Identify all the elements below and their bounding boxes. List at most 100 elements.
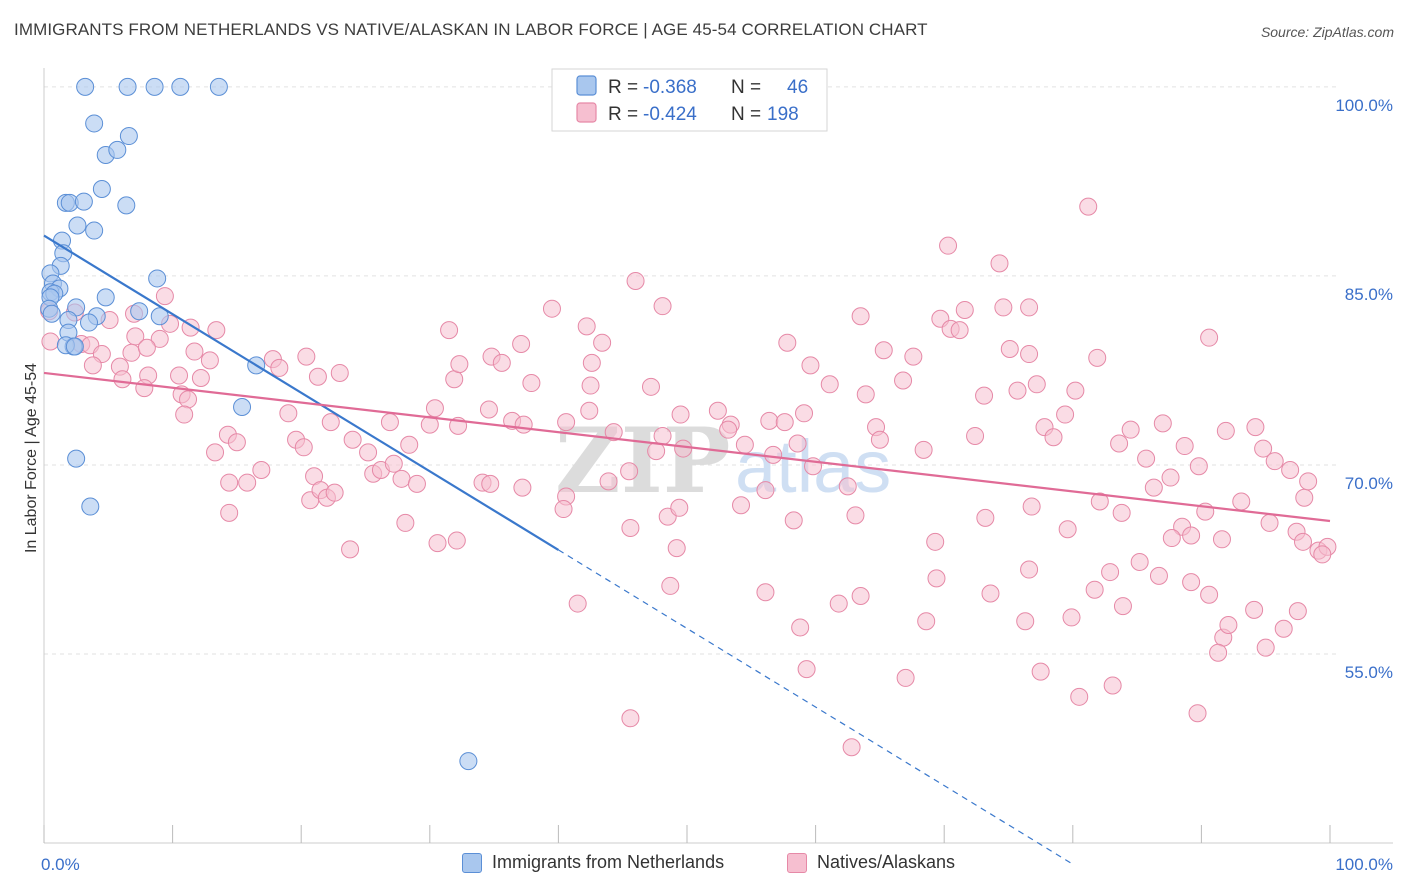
legend-n-label: N = xyxy=(731,104,761,125)
natives-alaskans-point xyxy=(1085,580,1104,599)
netherlands-point xyxy=(119,127,138,146)
natives-alaskans-point xyxy=(1066,381,1085,400)
natives-alaskans-point xyxy=(1219,615,1238,634)
natives-alaskans-point xyxy=(220,473,239,492)
natives-alaskans-point xyxy=(581,376,600,395)
natives-alaskans-point xyxy=(756,481,775,500)
natives-alaskans-point xyxy=(554,500,573,519)
natives-alaskans-point xyxy=(1256,638,1275,657)
natives-alaskans-point xyxy=(1182,573,1201,592)
natives-alaskans-point xyxy=(185,342,204,361)
natives-alaskans-point xyxy=(874,341,893,360)
natives-alaskans-point xyxy=(620,462,639,481)
natives-alaskans-point xyxy=(732,496,751,515)
natives-alaskans-point xyxy=(829,594,848,613)
natives-alaskans-point xyxy=(870,430,889,449)
natives-alaskans-point xyxy=(481,474,500,493)
netherlands-point xyxy=(92,179,111,198)
natives-alaskans-point xyxy=(1200,585,1219,604)
natives-alaskans-point xyxy=(674,439,693,458)
natives-alaskans-point xyxy=(661,576,680,595)
natives-alaskans-point xyxy=(191,369,210,387)
natives-alaskans-point xyxy=(392,469,411,488)
natives-alaskans-point xyxy=(653,297,672,316)
natives-alaskans-point xyxy=(425,399,444,418)
natives-alaskans-point xyxy=(206,443,225,462)
natives-alaskans-point xyxy=(297,347,316,366)
natives-alaskans-point xyxy=(1090,492,1109,511)
natives-alaskans-point xyxy=(671,405,690,424)
netherlands-points xyxy=(40,77,478,771)
netherlands-point xyxy=(65,337,84,356)
netherlands-point xyxy=(68,216,87,235)
natives-alaskans-point xyxy=(896,668,915,687)
netherlands-point xyxy=(74,192,93,211)
legend-swatch-natives xyxy=(787,852,807,873)
natives-alaskans-point xyxy=(1274,619,1293,638)
legend-label-netherlands: Immigrants from Netherlands xyxy=(492,852,725,872)
natives-alaskans-point xyxy=(788,434,807,453)
natives-alaskans-trend-line xyxy=(43,371,1331,523)
natives-alaskans-point xyxy=(760,411,779,430)
natives-alaskans-point xyxy=(359,443,378,462)
natives-alaskans-point xyxy=(170,366,189,385)
legend-item-natives: Natives/Alaskans xyxy=(787,852,955,873)
natives-alaskans-point xyxy=(492,353,511,372)
x-tick-label: 0.0% xyxy=(41,855,80,874)
y-tick-label: 55.0% xyxy=(1345,663,1393,682)
natives-alaskans-point xyxy=(238,473,257,492)
natives-alaskans-point xyxy=(1112,503,1131,522)
natives-alaskans-point xyxy=(1137,449,1156,468)
natives-alaskans-point xyxy=(1216,421,1235,440)
natives-alaskans-point xyxy=(795,404,814,423)
natives-alaskans-point xyxy=(1027,375,1046,394)
netherlands-point xyxy=(96,288,115,307)
natives-alaskans-point xyxy=(976,508,995,527)
natives-alaskans-point xyxy=(321,413,340,432)
natives-alaskans-point xyxy=(407,474,426,493)
netherlands-point xyxy=(117,196,136,215)
natives-alaskans-point xyxy=(1200,328,1219,347)
natives-alaskans-point xyxy=(842,738,861,757)
natives-alaskans-point xyxy=(1101,563,1120,582)
natives-alaskans-point xyxy=(1000,340,1019,359)
legend-r-label: R = xyxy=(608,77,638,98)
natives-alaskans-point xyxy=(1281,460,1300,479)
natives-alaskans-point xyxy=(838,477,857,496)
natives-alaskans-point xyxy=(1254,439,1273,458)
netherlands-trend-line xyxy=(43,234,559,551)
natives-alaskans-point xyxy=(325,483,344,502)
natives-alaskans-point xyxy=(1293,532,1312,551)
natives-alaskans-point xyxy=(577,317,596,336)
natives-alaskans-point xyxy=(479,400,498,419)
natives-alaskans-point xyxy=(1232,492,1251,511)
natives-alaskans-point xyxy=(950,321,969,340)
natives-alaskans-point xyxy=(1020,560,1039,579)
natives-alaskans-point xyxy=(653,426,672,445)
watermark-zip: ZIP xyxy=(555,408,730,514)
natives-alaskans-point xyxy=(1044,428,1063,447)
y-tick-label: 100.0% xyxy=(1335,96,1393,115)
natives-alaskans-point xyxy=(1313,545,1332,564)
natives-alaskans-point xyxy=(820,375,839,394)
natives-alaskans-point xyxy=(955,300,974,319)
y-tick-label: 70.0% xyxy=(1345,474,1393,493)
legend-swatch-netherlands xyxy=(462,852,482,873)
legend-n-value: 198 xyxy=(767,104,799,125)
natives-alaskans-point xyxy=(990,254,1009,273)
natives-alaskans-point xyxy=(1022,497,1041,516)
natives-alaskans-point xyxy=(756,583,775,602)
natives-alaskans-point xyxy=(445,370,464,389)
natives-alaskans-point xyxy=(1020,345,1039,364)
natives-alaskans-point xyxy=(440,321,459,340)
natives-alaskans-point xyxy=(400,435,419,454)
natives-alaskans-point xyxy=(593,333,612,352)
legend-r-value: -0.424 xyxy=(643,104,697,125)
natives-alaskans-point xyxy=(522,374,541,393)
natives-alaskans-point xyxy=(981,584,1000,603)
natives-alaskans-point xyxy=(667,539,686,558)
natives-alaskans-point xyxy=(1113,597,1132,616)
tick-labels: 100.0% 85.0% 70.0% 55.0% 0.0% 100.0% xyxy=(41,96,1393,874)
netherlands-point xyxy=(459,752,478,771)
natives-alaskans-point xyxy=(994,298,1013,317)
